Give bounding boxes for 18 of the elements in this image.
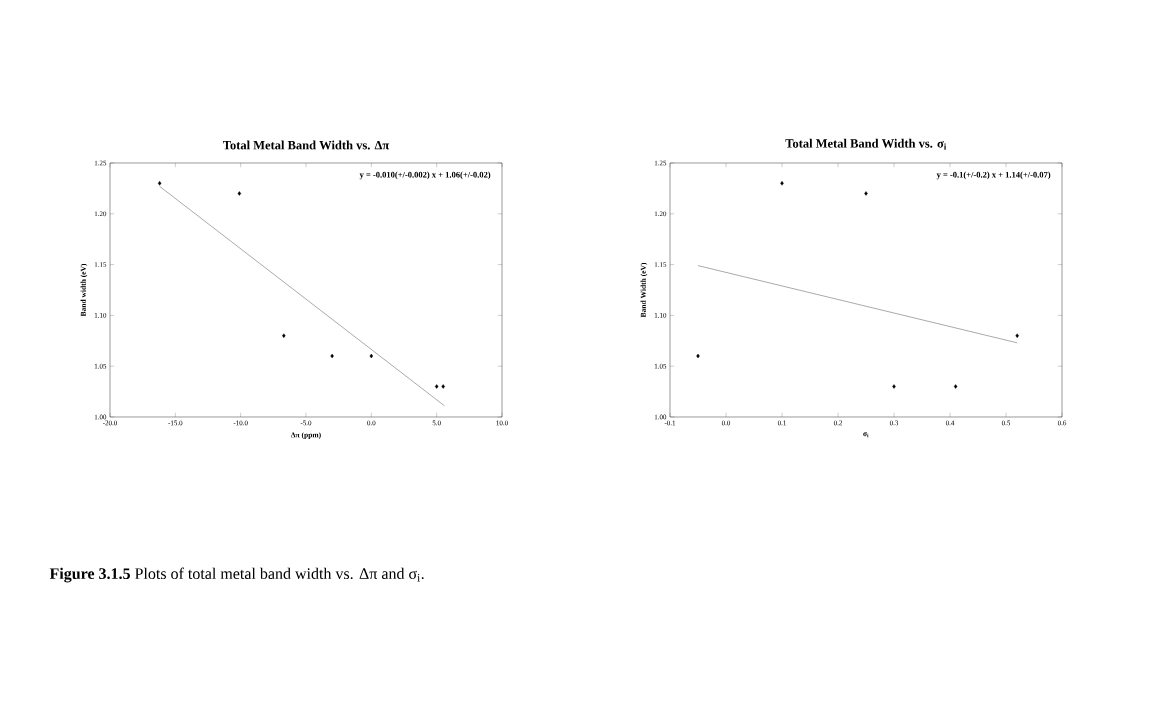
point [780, 181, 784, 186]
point [369, 353, 374, 359]
point [434, 384, 439, 389]
point [1015, 333, 1019, 338]
annotation: y = -0.010(+/-0.002) x + 1.06(+/-0.02) [359, 171, 491, 180]
point [157, 181, 162, 186]
chart-title: Total Metal Band Width vs. σ$_{i}$ [785, 138, 947, 150]
chart-title: Total Metal Band Width vs. Δπ [222, 140, 390, 150]
point [282, 333, 286, 338]
annotation: y = -0.1(+/-0.2) x + 1.14(+/-0.07) [936, 171, 1051, 180]
point [892, 384, 896, 389]
point [441, 384, 445, 389]
point [237, 191, 242, 196]
point [953, 384, 958, 389]
text: Figure 3.1.5 Plots of total metal band width vs. Δπ and σ$_{i}$. [49, 567, 424, 583]
point [696, 353, 700, 359]
point [330, 353, 334, 359]
point [864, 191, 868, 196]
